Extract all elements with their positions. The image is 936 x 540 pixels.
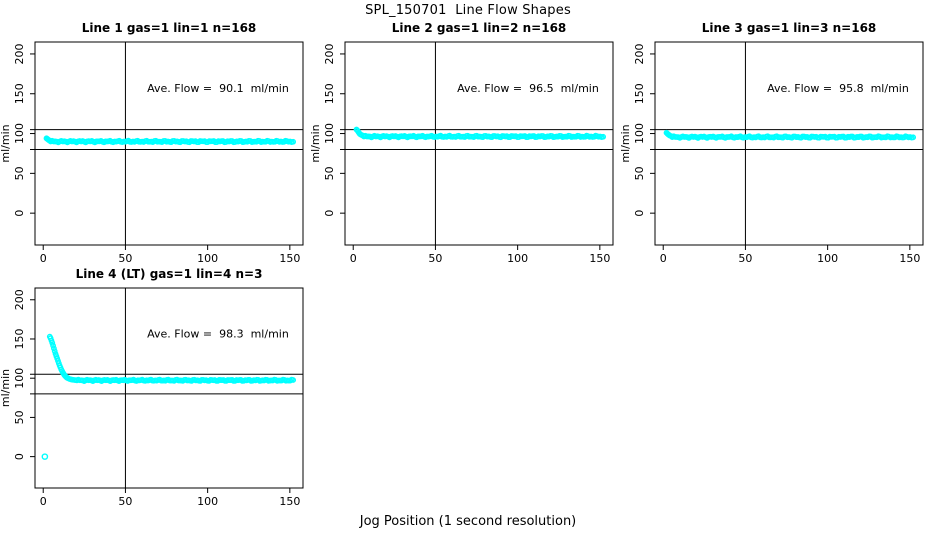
- panel-title: Line 4 (LT) gas=1 lin=4 n=3: [76, 267, 263, 281]
- plot-box: [654, 41, 924, 246]
- reference-lines: [30, 288, 303, 488]
- ave-flow-annotation: Ave. Flow = 98.3 ml/min: [147, 327, 289, 340]
- y-tick-label: 50: [323, 166, 336, 180]
- x-tick-label: 0: [40, 495, 47, 508]
- x-tick-label: 50: [118, 495, 132, 508]
- y-tick-label: 150: [323, 83, 336, 104]
- x-tick-label: 100: [507, 252, 528, 265]
- ave-flow-annotation: Ave. Flow = 90.1 ml/min: [147, 82, 289, 95]
- y-tick-label: 200: [13, 289, 26, 310]
- ave-flow-annotation: Ave. Flow = 96.5 ml/min: [457, 82, 599, 95]
- x-tick-label: 50: [118, 252, 132, 265]
- panel-title: Line 2 gas=1 lin=2 n=168: [392, 21, 567, 35]
- panel-line-3: 0 50 100 150 0 50 100 150 200 ml/min Line 3 gas=1 …: [619, 21, 924, 265]
- y-axis: 0 50 100 150 200: [323, 43, 345, 217]
- y-tick-label: 150: [633, 83, 646, 104]
- y-axis-title: ml/min: [619, 124, 632, 162]
- panel-line-1: 0 50 100 150 0 50 100 150 200 ml/min Line 1 gas=1 …: [0, 21, 304, 265]
- y-tick-label: 0: [13, 453, 26, 460]
- x-tick-label: 150: [899, 252, 920, 265]
- y-axis-title: ml/min: [0, 124, 12, 162]
- plot-box: [34, 287, 304, 489]
- panel-line-2: 0 50 100 150 0 50 100 150 200 ml/min Line 2 gas=1 …: [309, 21, 614, 265]
- plot-box: [344, 41, 614, 246]
- y-tick-label: 150: [13, 328, 26, 349]
- y-axis-title: ml/min: [0, 369, 12, 407]
- y-tick-label: 0: [633, 210, 646, 217]
- x-tick-label: 0: [350, 252, 357, 265]
- ave-flow-annotation: Ave. Flow = 95.8 ml/min: [767, 82, 909, 95]
- x-tick-label: 100: [197, 252, 218, 265]
- y-tick-label: 200: [13, 43, 26, 64]
- y-axis: 0 50 100 150 200: [633, 43, 655, 217]
- y-tick-label: 100: [13, 123, 26, 144]
- x-tick-label: 50: [738, 252, 752, 265]
- x-tick-label: 100: [197, 495, 218, 508]
- y-tick-label: 100: [633, 123, 646, 144]
- y-tick-label: 50: [13, 166, 26, 180]
- y-axis: 0 50 100 150 200: [13, 43, 35, 217]
- x-tick-label: 100: [817, 252, 838, 265]
- y-axis: 0 50 100 150 200: [13, 289, 35, 460]
- y-tick-label: 150: [13, 83, 26, 104]
- y-tick-label: 50: [13, 410, 26, 424]
- reference-lines: [340, 42, 613, 245]
- x-tick-label: 150: [279, 252, 300, 265]
- main-title: SPL_150701 Line Flow Shapes: [365, 3, 571, 18]
- panel-title: Line 1 gas=1 lin=1 n=168: [82, 21, 257, 35]
- y-tick-label: 200: [633, 43, 646, 64]
- plot-box: [34, 41, 304, 246]
- y-tick-label: 200: [323, 43, 336, 64]
- panel-line-4: 0 50 100 150 0 50 100 150 200 ml/min Line 4 (LT) g…: [0, 267, 304, 508]
- data-points: [41, 333, 297, 460]
- data-points: [43, 135, 297, 146]
- data-points: [353, 126, 607, 141]
- x-tick-label: 150: [589, 252, 610, 265]
- data-points: [663, 129, 917, 141]
- y-tick-label: 50: [633, 166, 646, 180]
- x-axis: 0 50 100 150: [660, 245, 920, 265]
- x-axis: 0 50 100 150: [350, 245, 610, 265]
- reference-lines: [650, 42, 923, 245]
- x-tick-label: 150: [279, 495, 300, 508]
- y-tick-label: 0: [13, 210, 26, 217]
- x-tick-label: 0: [660, 252, 667, 265]
- y-axis-title: ml/min: [309, 124, 322, 162]
- y-tick-label: 0: [323, 210, 336, 217]
- x-tick-label: 50: [428, 252, 442, 265]
- x-axis: 0 50 100 150: [40, 245, 300, 265]
- x-axis: 0 50 100 150: [40, 488, 300, 508]
- y-tick-label: 100: [13, 368, 26, 389]
- panel-title: Line 3 gas=1 lin=3 n=168: [702, 21, 877, 35]
- y-tick-label: 100: [323, 123, 336, 144]
- x-axis-label: Jog Position (1 second resolution): [359, 514, 577, 529]
- x-tick-label: 0: [40, 252, 47, 265]
